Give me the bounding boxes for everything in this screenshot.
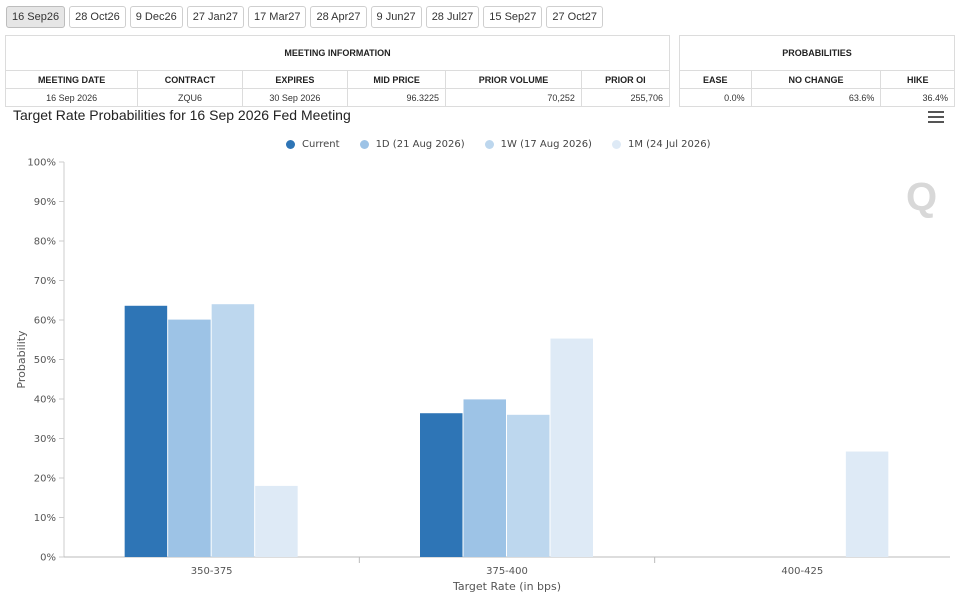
bar-350-375-series-2 <box>211 304 255 557</box>
legend-item[interactable]: 1D (21 Aug 2026) <box>359 139 465 150</box>
y-tick-label: 80% <box>34 237 56 248</box>
bar-350-375-series-3 <box>255 485 298 557</box>
table-row: 0.0% 63.6% 36.4% <box>679 88 955 107</box>
bar-375-400-series-2 <box>507 414 550 557</box>
y-tick-label: 10% <box>34 513 56 524</box>
legend-label: 1M (24 Jul 2026) <box>627 139 711 150</box>
tab-27-jan27[interactable]: 27 Jan27 <box>186 6 244 28</box>
y-tick-label: 0% <box>40 553 56 564</box>
probabilities-table: PROBABILITIES EASE NO CHANGE HIKE 0.0% 6… <box>679 35 955 107</box>
legend-dot-icon <box>286 140 295 149</box>
meeting-information-table: MEETING INFORMATION MEETING DATE CONTRAC… <box>4 35 671 107</box>
legend-item[interactable]: Current <box>286 139 340 150</box>
no-change-cell: 63.6% <box>750 88 882 107</box>
legend-dot-icon <box>611 140 621 149</box>
meeting-tabs: 16 Sep26 28 Oct26 9 Dec26 27 Jan27 17 Mar27 2… <box>6 6 604 28</box>
hike-cell: 36.4% <box>880 88 955 107</box>
bar-400-425-series-3 <box>845 451 889 557</box>
tab-9-dec26[interactable]: 9 Dec26 <box>129 6 183 28</box>
y-tick-label: 90% <box>34 197 56 208</box>
prior-oi-cell: 255,706 <box>580 88 671 107</box>
y-tick-label: 50% <box>34 355 56 366</box>
meeting-date-cell: 16 Sep 2026 <box>4 88 139 107</box>
hamburger-menu-icon[interactable] <box>928 111 944 123</box>
legend-item[interactable]: 1M (24 Jul 2026) <box>611 139 711 150</box>
prior-volume-cell: 70,252 <box>445 88 582 107</box>
bar-375-400-series-1 <box>463 399 506 557</box>
legend-label: 1W (17 Aug 2026) <box>500 139 592 150</box>
tab-15-sep27[interactable]: 15 Sep27 <box>483 6 543 28</box>
y-tick-label: 20% <box>34 474 56 485</box>
table-row: 16 Sep 2026 ZQU6 30 Sep 2026 96.3225 70,… <box>4 88 671 107</box>
chart-title: Target Rate Probabilities for 16 Sep 202… <box>13 107 351 123</box>
bar-350-375-series-1 <box>168 319 211 557</box>
y-tick-label: 60% <box>34 316 56 327</box>
x-tick-label: 400-425 <box>781 566 823 577</box>
tab-16-sep26[interactable]: 16 Sep26 <box>6 6 66 28</box>
tab-28-oct26[interactable]: 28 Oct26 <box>69 6 126 28</box>
legend-item[interactable]: 1W (17 Aug 2026) <box>484 139 592 150</box>
legend-dot-icon <box>359 140 369 149</box>
watermark-logo: Q <box>906 175 938 219</box>
y-tick-label: 70% <box>34 276 56 287</box>
x-axis-label: Target Rate (in bps) <box>452 580 561 593</box>
expires-cell: 30 Sep 2026 <box>241 88 349 107</box>
y-tick-label: 100% <box>27 158 56 169</box>
bar-375-400-series-0 <box>420 413 463 557</box>
y-tick-label: 30% <box>34 434 56 445</box>
x-tick-label: 375-400 <box>486 566 528 577</box>
y-tick-label: 40% <box>34 395 56 406</box>
legend-dot-icon <box>484 140 494 149</box>
x-tick-label: 350-375 <box>191 566 233 577</box>
tab-28-apr27[interactable]: 28 Apr27 <box>310 6 367 28</box>
legend-label: Current <box>302 139 340 150</box>
legend-label: 1D (21 Aug 2026) <box>375 139 465 150</box>
bar-375-400-series-3 <box>550 338 593 557</box>
mid-price-cell: 96.3225 <box>347 88 447 107</box>
chart-legend: Current 1D (21 Aug 2026) 1W (17 Aug 2026) 1… <box>286 139 731 150</box>
bar-350-375-series-0 <box>124 305 168 557</box>
tab-9-jun27[interactable]: 9 Jun27 <box>370 6 422 28</box>
tab-27-oct27[interactable]: 27 Oct27 <box>546 6 604 28</box>
tab-28-jul27[interactable]: 28 Jul27 <box>425 6 480 28</box>
tab-17-mar27[interactable]: 17 Mar27 <box>248 6 307 28</box>
y-axis-label: Probability <box>15 330 28 389</box>
